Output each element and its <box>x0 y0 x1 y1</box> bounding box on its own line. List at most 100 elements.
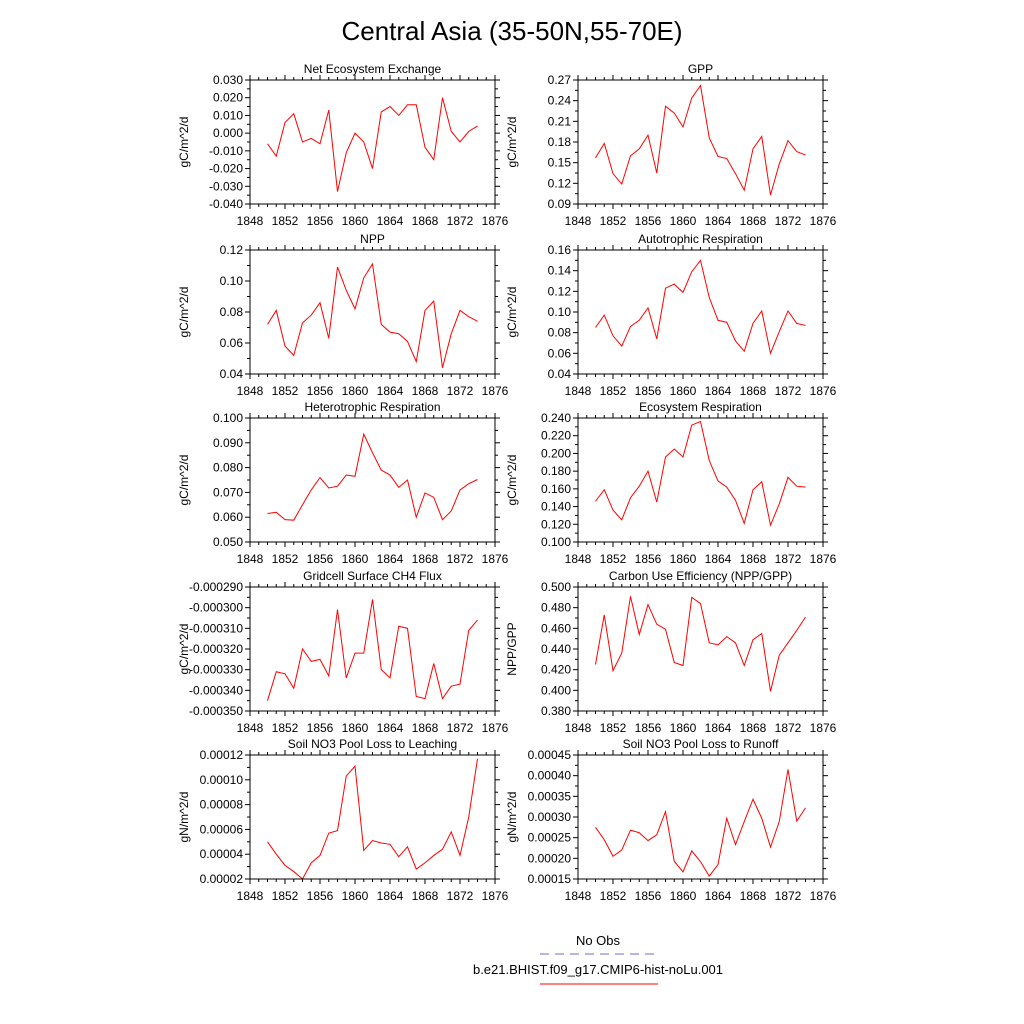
figure-title: Central Asia (35-50N,55-70E) <box>341 16 682 46</box>
panel-title: Carbon Use Efficiency (NPP/GPP) <box>609 569 792 583</box>
x-tick-label: 1848 <box>565 721 592 735</box>
plot-frame <box>577 754 824 880</box>
panel-0: Net Ecosystem Exchange -0.040 -0.030 -0.020… <box>177 62 509 228</box>
y-tick-label: -0.000340 <box>189 683 243 697</box>
x-tick-label: 1872 <box>775 552 802 566</box>
series-line <box>595 84 806 196</box>
plot-frame <box>249 417 496 543</box>
y-tick-label: 0.00012 <box>200 748 244 762</box>
series-line <box>267 97 478 192</box>
x-tick-label: 1852 <box>600 552 627 566</box>
panel-title: GPP <box>688 62 713 76</box>
x-tick-label: 1868 <box>412 721 439 735</box>
x-tick-label: 1852 <box>600 889 627 903</box>
y-tick-label: 0.00015 <box>528 872 572 886</box>
y-tick-label: 0.00010 <box>200 773 244 787</box>
y-tick-label: 0.08 <box>548 326 572 340</box>
y-tick-label: 0.06 <box>220 336 244 350</box>
x-tick-label: 1876 <box>810 384 837 398</box>
panel-5: Ecosystem Respiration 0.100 0.120 0.140 0.16… <box>505 400 837 566</box>
x-tick-label: 1864 <box>705 552 732 566</box>
x-tick-label: 1872 <box>775 384 802 398</box>
x-tick-label: 1860 <box>342 384 369 398</box>
x-tick-label: 1856 <box>635 889 662 903</box>
x-tick-label: 1872 <box>447 552 474 566</box>
y-tick-label: 0.220 <box>541 429 571 443</box>
y-tick-label: 0.15 <box>548 156 572 170</box>
x-tick-label: 1848 <box>565 552 592 566</box>
y-tick-label: 0.06 <box>548 346 572 360</box>
x-tick-label: 1864 <box>705 214 732 228</box>
x-tick-label: 1864 <box>705 889 732 903</box>
plot-frame <box>577 417 824 543</box>
x-tick-label: 1848 <box>237 721 264 735</box>
x-tick-label: 1872 <box>447 889 474 903</box>
y-tick-label: 0.00002 <box>200 872 244 886</box>
x-tick-label: 1856 <box>307 214 334 228</box>
y-tick-label: 0.00035 <box>528 789 572 803</box>
x-tick-label: 1868 <box>412 552 439 566</box>
x-tick-label: 1860 <box>670 552 697 566</box>
x-tick-label: 1864 <box>705 721 732 735</box>
y-tick-label: 0.00025 <box>528 831 572 845</box>
x-tick-label: 1876 <box>810 721 837 735</box>
x-tick-label: 1864 <box>377 552 404 566</box>
x-tick-label: 1860 <box>342 214 369 228</box>
y-tick-label: 0.09 <box>548 197 572 211</box>
x-tick-label: 1856 <box>635 384 662 398</box>
y-tick-label: 0.21 <box>548 114 572 128</box>
x-tick-label: 1848 <box>237 889 264 903</box>
y-tick-label: 0.380 <box>541 704 571 718</box>
x-tick-label: 1872 <box>775 721 802 735</box>
y-tick-label: 0.100 <box>541 535 571 549</box>
y-tick-label: 0.04 <box>220 367 244 381</box>
x-tick-label: 1848 <box>565 384 592 398</box>
y-tick-label: 0.020 <box>213 91 243 105</box>
y-tick-label: 0.060 <box>213 510 243 524</box>
y-tick-label: 0.480 <box>541 601 571 615</box>
x-tick-label: 1876 <box>810 552 837 566</box>
y-tick-label: 0.200 <box>541 446 571 460</box>
y-axis-label: gC/m^2/d <box>505 287 519 338</box>
y-tick-label: 0.24 <box>548 94 572 108</box>
x-tick-label: 1848 <box>237 552 264 566</box>
legend: No Obs b.e21.BHIST.f09_g17.CMIP6-hist-no… <box>473 933 723 985</box>
x-tick-label: 1852 <box>272 552 299 566</box>
plot-frame <box>577 79 824 205</box>
y-tick-label: 0.070 <box>213 485 243 499</box>
y-tick-label: -0.000300 <box>189 601 243 615</box>
y-axis-label: NPP/GPP <box>505 622 519 675</box>
y-tick-label: 0.00030 <box>528 810 572 824</box>
x-tick-label: 1860 <box>670 384 697 398</box>
x-tick-label: 1852 <box>600 214 627 228</box>
y-tick-label: 0.100 <box>213 411 243 425</box>
x-tick-label: 1868 <box>740 384 767 398</box>
x-tick-label: 1872 <box>775 889 802 903</box>
y-axis-label: gC/m^2/d <box>505 117 519 168</box>
y-tick-label: 0.500 <box>541 580 571 594</box>
x-tick-label: 1860 <box>670 214 697 228</box>
x-tick-label: 1868 <box>740 552 767 566</box>
series-line <box>595 596 806 692</box>
y-tick-label: 0.080 <box>213 461 243 475</box>
x-tick-label: 1864 <box>705 384 732 398</box>
y-tick-label: 0.12 <box>548 176 572 190</box>
panel-title: Soil NO3 Pool Loss to Leaching <box>288 737 457 751</box>
x-tick-label: 1872 <box>775 214 802 228</box>
y-tick-label: 0.050 <box>213 535 243 549</box>
panel-title: Gridcell Surface CH4 Flux <box>303 569 442 583</box>
y-tick-label: 0.180 <box>541 464 571 478</box>
x-tick-label: 1876 <box>482 552 509 566</box>
x-tick-label: 1868 <box>412 889 439 903</box>
y-tick-label: 0.460 <box>541 621 571 635</box>
y-tick-label: 0.00006 <box>200 822 244 836</box>
plot-frame <box>249 79 496 205</box>
y-tick-label: -0.030 <box>209 179 243 193</box>
x-tick-label: 1860 <box>342 889 369 903</box>
y-tick-label: 0.18 <box>548 135 572 149</box>
x-tick-label: 1856 <box>635 721 662 735</box>
y-tick-label: 0.120 <box>541 517 571 531</box>
series-line <box>595 769 806 878</box>
panel-6: Gridcell Surface CH4 Flux -0.000350 -0.000… <box>177 569 509 735</box>
panel-7: Carbon Use Efficiency (NPP/GPP) 0.380 0.40… <box>505 569 837 735</box>
